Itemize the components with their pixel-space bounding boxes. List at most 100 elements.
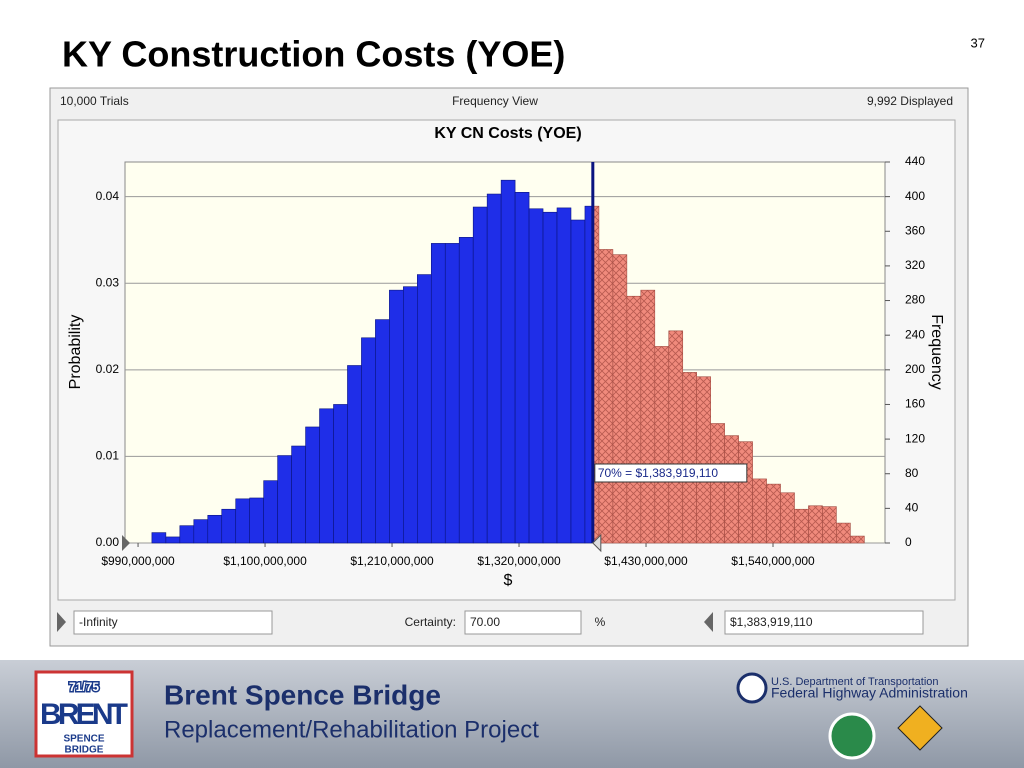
bar [724,435,739,544]
annotation-box [594,463,748,483]
slide-title: KY Construction Costs (YOE) [62,34,565,75]
bar [668,330,684,544]
left-handle [57,612,66,632]
bar [179,525,195,544]
bar [207,514,223,544]
right-handle [704,612,713,632]
logo [34,670,134,758]
right-field[interactable] [724,610,924,635]
bar [752,478,767,544]
y2-tick-label: 40 [905,501,919,515]
x-tick-label: $1,540,000,000 [731,554,815,568]
y2-tick-label: 80 [905,466,919,480]
bar [682,372,698,544]
dot-text: U.S. Department of Transportation [771,676,939,688]
bar [612,254,628,544]
bar [626,295,642,544]
bar [347,365,362,544]
bar [850,535,865,544]
bar [221,508,237,544]
y2-tick-label: 240 [905,327,925,341]
annotation: 70% = $1,383,919,110 [598,466,719,480]
logo-brent: BRENT [40,698,128,731]
y-tick-label: 0.00 [96,535,120,549]
bar [514,192,530,544]
x-tick-label: $1,100,000,000 [223,554,307,568]
certainty-field[interactable] [464,610,582,635]
left-axis-handle [122,535,130,551]
bar [794,508,809,544]
bar [528,208,544,544]
y2-tick-label: 360 [905,223,925,237]
bar [417,274,432,544]
y-axis-label: Probability [67,315,84,390]
bar [193,519,209,544]
bar [389,289,404,544]
bar [822,506,837,544]
bar [277,455,292,544]
dot-logo [736,672,768,704]
bar [305,426,320,544]
footer-title: Brent Spence Bridge [164,679,441,710]
y2-tick-label: 280 [905,293,925,307]
bar [430,243,446,544]
x-tick-label: $1,430,000,000 [604,554,688,568]
y-tick-label: 0.01 [96,449,120,463]
bar [500,179,516,544]
bar [235,498,250,544]
bar [375,319,390,544]
x-tick-label: $1,320,000,000 [477,554,561,568]
y2-tick-label: 120 [905,431,925,445]
y2-tick-label: 0 [905,535,912,549]
y2-tick-label: 320 [905,258,925,272]
plot: 0.00 0.01 0.02 0.03 0.04 0 40 80 120 160 200 240 280… [96,154,926,568]
fhwa-text: Federal Highway Administration [771,685,968,701]
y2-tick-label: 400 [905,189,925,203]
page-number: 37 [971,35,985,50]
unit: % [595,615,606,629]
bar [291,445,306,544]
bar [640,289,656,544]
bar [780,492,795,544]
y2-tick-label: 160 [905,397,925,411]
logo-spence: SPENCE [63,734,104,745]
bar [151,532,167,544]
left-field[interactable] [73,610,273,635]
chart-title: KY CN Costs (YOE) [434,125,581,142]
state-seal [828,712,876,760]
bar [570,219,586,544]
bar [319,408,334,544]
y2-tick-label: 200 [905,362,925,376]
y-tick-label: 0.03 [96,275,120,289]
bar [766,483,781,544]
bar [458,237,474,544]
logo-route: 71/75 [69,680,99,694]
bar [738,441,753,544]
bar [472,206,488,544]
certainty-value: 70.00 [470,615,500,629]
logo-bridge: BRIDGE [65,745,104,756]
bar [556,207,572,544]
y2-axis-label: Frequency [928,314,945,390]
bar [808,505,823,544]
bar [361,337,376,544]
bar [403,286,418,544]
displayed: 9,992 Displayed [867,94,953,108]
bar [263,480,278,544]
certainty-label: Certainty: [405,615,456,629]
bar [486,193,502,544]
y2-tick-label: 440 [905,154,925,168]
bar [542,211,558,544]
bar [696,376,711,544]
x-tick-label: $1,210,000,000 [350,554,434,568]
bar [444,243,460,544]
bar [710,423,725,544]
bar [165,536,181,544]
bar [598,249,614,544]
trials: 10,000 Trials [60,94,129,108]
threshold-handle [592,533,602,553]
footer-subtitle: Replacement/Rehabilitation Project [164,716,539,743]
bar [836,522,851,544]
view: Frequency View [452,94,538,108]
